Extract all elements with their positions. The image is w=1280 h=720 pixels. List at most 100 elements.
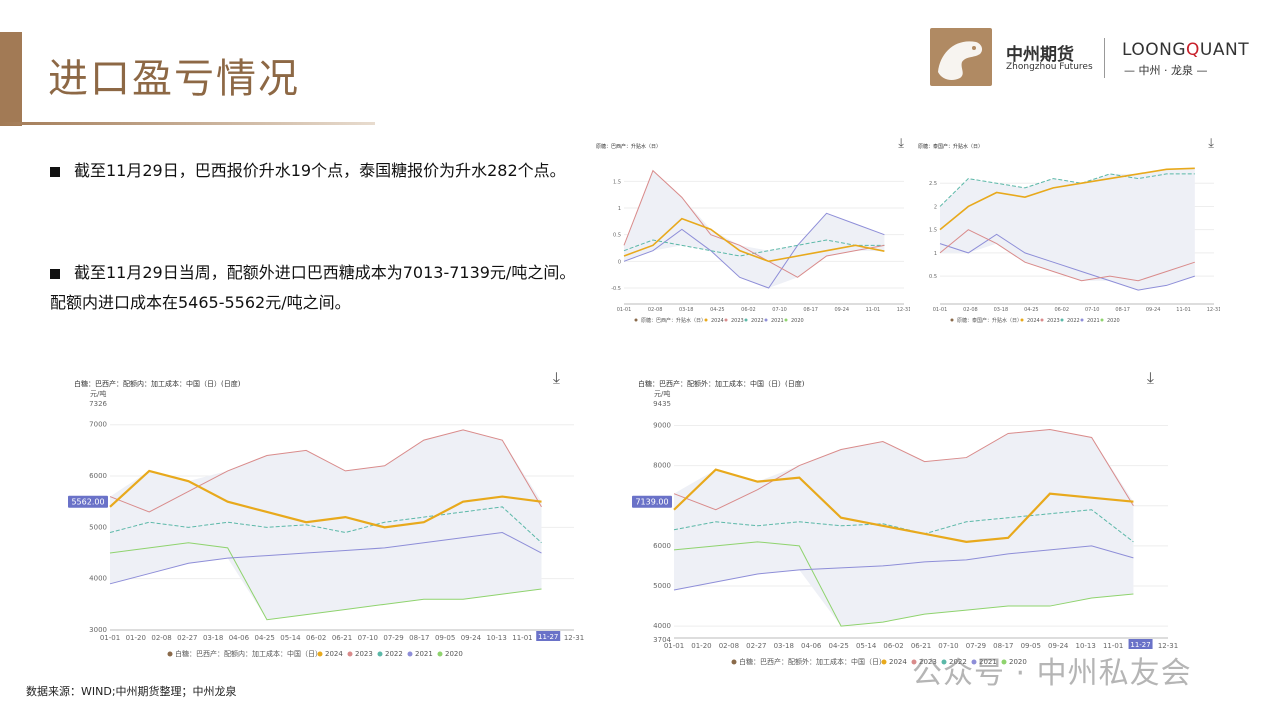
legend-label: 2023 <box>731 318 744 324</box>
legend-marker <box>784 318 788 322</box>
x-tick-label: 08-17 <box>409 634 429 642</box>
legend-marker <box>731 659 737 665</box>
legend-label: 原糖：巴西产：升贴水（日） <box>641 317 706 324</box>
x-tick-label: 09-05 <box>435 634 455 642</box>
series-line-2021 <box>939 233 1195 291</box>
legend-label: 2021 <box>771 318 784 324</box>
x-tick-label: 12-31 <box>1207 307 1220 313</box>
legend-label: 2020 <box>791 318 804 324</box>
x-tick-label: 11-01 <box>866 307 881 313</box>
x-tick-label: 03-18 <box>203 634 223 642</box>
x-tick-label: 01-01 <box>933 307 948 313</box>
y-axis-unit: 元/吨 <box>90 389 106 398</box>
legend-label: 白糖：巴西产：配额内：加工成本：中国（日） <box>175 649 322 658</box>
x-tick-label: 08-17 <box>1115 307 1130 313</box>
x-tick-label: 02-08 <box>648 307 663 313</box>
legend-label: 2022 <box>751 318 764 324</box>
y-tick-label: 1 <box>618 206 621 212</box>
chart-in-quota-cost: ⤓ 白糖：巴西产：配额内：加工成本：中国（日）(日度) 元/吨 7000 6000 50… <box>66 368 586 668</box>
x-tick-label: 10-13 <box>486 634 506 642</box>
download-icon[interactable]: ⤓ <box>898 136 904 151</box>
y-tick-label: 8000 <box>653 462 671 470</box>
y-tick-label: 1.5 <box>929 228 937 234</box>
legend-label: 2023 <box>1047 318 1060 324</box>
legend-marker <box>377 651 383 657</box>
x-tick-label: 04-25 <box>828 642 848 650</box>
x-tick-label: 08-17 <box>803 307 818 313</box>
download-icon[interactable]: ⤓ <box>1146 368 1154 387</box>
x-tick-label: 06-21 <box>332 634 352 642</box>
y-axis-min-label: 3704 <box>653 636 671 644</box>
value-badge <box>632 495 672 508</box>
x-tick-label: 09-24 <box>1146 307 1161 313</box>
x-tick-label: 05-14 <box>280 634 301 642</box>
y-tick-label: -0.5 <box>611 286 621 292</box>
x-tick-label: 04-25 <box>1024 307 1039 313</box>
y-tick-label: 3000 <box>89 626 107 634</box>
x-tick-label: 09-24 <box>461 634 482 642</box>
legend-marker <box>911 659 917 665</box>
x-tick-label: 01-20 <box>691 642 711 650</box>
bullet-text-2: 截至11月29日当周，配额外进口巴西糖成本为7013-7139元/吨之间。配额内… <box>50 263 576 312</box>
x-tick-label: 01-01 <box>100 634 120 642</box>
y-axis-max-label: 7326 <box>89 400 107 408</box>
legend-marker <box>704 318 708 322</box>
y-tick-label: 5000 <box>653 582 671 590</box>
x-tick-label: 06-02 <box>1055 307 1070 313</box>
x-tick-label: 09-24 <box>835 307 850 313</box>
chart-brazil-premium-svg: 原糖：巴西产：升贴水（日） 1.5 1 0.5 0 -0.5 01-01 02-08 03-18… <box>596 143 911 324</box>
x-tick-label: 03-18 <box>774 642 794 650</box>
series-line-2024 <box>939 167 1195 231</box>
legend-marker <box>1020 318 1024 322</box>
y-tick-label: 6000 <box>89 472 107 480</box>
x-tick-label: 11-01 <box>1103 642 1123 650</box>
legend-marker <box>764 318 768 322</box>
y-axis-unit: 元/吨 <box>654 389 670 398</box>
x-tick-label: 07-29 <box>383 634 403 642</box>
loongquant-logo: LOONGQUANT <box>1122 40 1249 60</box>
x-tick-label: 04-06 <box>801 642 822 650</box>
legend-label: 原糖：泰国产：升贴水（日） <box>957 317 1022 324</box>
legend-label: 2022 <box>949 658 967 666</box>
legend-marker <box>317 651 323 657</box>
legend-label: 2023 <box>355 650 373 658</box>
legend-marker <box>167 651 173 657</box>
legend-marker <box>407 651 413 657</box>
range-band <box>624 170 885 288</box>
x-tick-label: 07-10 <box>938 642 958 650</box>
wechat-watermark: 公众号 · 中州私友会 <box>912 656 1192 691</box>
legend-label: 2020 <box>1009 658 1027 666</box>
chart-brazil-premium: ⤓ 原糖：巴西产：升贴水（日） 1.5 1 0.5 0 -0.5 01-01 02-08 03-… <box>592 136 911 326</box>
legend-marker <box>437 651 443 657</box>
x-tick-label: 01-01 <box>664 642 684 650</box>
x-tick-label: 11-01 <box>1176 307 1191 313</box>
bullet-brazil-thai-premium: 截至11月29日，巴西报价升水19个点，泰国糖报价为升水282个点。 <box>50 156 580 186</box>
y-axis-max-label: 9435 <box>653 400 671 408</box>
logo-divider <box>1104 38 1105 78</box>
series-line-2023 <box>939 229 1195 282</box>
download-icon[interactable]: ⤓ <box>1208 136 1214 151</box>
range-band <box>110 429 542 620</box>
x-tick-label: 06-21 <box>911 642 931 650</box>
y-tick-label: 0.5 <box>929 274 937 280</box>
y-tick-label: 0 <box>618 259 621 265</box>
loongquant-subtitle: — 中州 · 龙泉 — <box>1124 64 1208 77</box>
x-tick-label: 07-10 <box>1085 307 1100 313</box>
legend-marker <box>950 318 954 322</box>
logo-company-name: 中州期货 <box>1006 45 1074 65</box>
legend-label: 2024 <box>889 658 907 666</box>
x-tick-label: 07-10 <box>772 307 787 313</box>
x-tick-label: 01-20 <box>126 634 146 642</box>
logo-company-english: Zhongzhou Futures <box>1006 62 1093 72</box>
x-tick-label: 04-25 <box>710 307 725 313</box>
x-cursor-badge <box>1128 639 1153 649</box>
value-badge-label: 5562.00 <box>71 498 104 507</box>
legend-marker <box>1080 318 1084 322</box>
legend-label: 2020 <box>445 650 463 658</box>
legend-label: 2020 <box>1107 318 1120 324</box>
x-tick-label: 01-01 <box>617 307 632 313</box>
bullet-square-icon <box>50 268 60 279</box>
y-tick-label: 4000 <box>653 622 671 630</box>
download-icon[interactable]: ⤓ <box>552 368 560 387</box>
x-cursor-badge <box>536 631 561 641</box>
